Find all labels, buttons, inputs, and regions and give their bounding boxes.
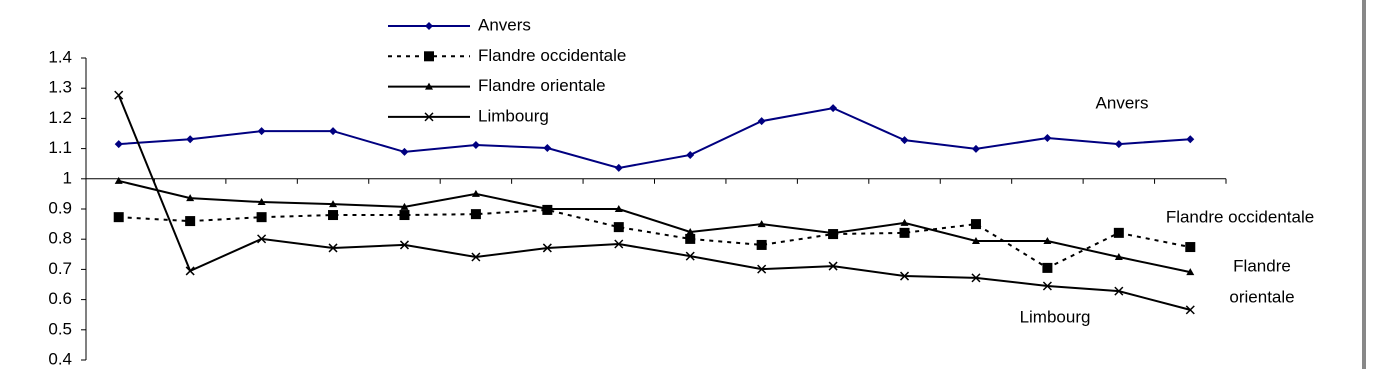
y-tick-label: 0.6	[48, 289, 72, 308]
marker	[329, 127, 338, 136]
marker	[614, 239, 624, 249]
marker	[114, 140, 123, 149]
marker	[543, 143, 552, 152]
series-line	[117, 94, 1191, 311]
series-line	[118, 208, 1191, 270]
marker	[757, 117, 766, 126]
marker	[828, 261, 838, 271]
marker	[400, 147, 409, 156]
marker	[114, 90, 124, 100]
series-line	[118, 107, 1191, 169]
marker	[685, 233, 696, 244]
y-tick-label: 0.5	[48, 319, 72, 338]
marker	[400, 202, 409, 210]
marker	[1042, 262, 1053, 273]
legend-marker	[425, 22, 433, 30]
y-tick-label: 0.8	[48, 229, 72, 248]
legend-label: Limbourg	[478, 106, 549, 125]
marker	[257, 234, 267, 244]
marker	[829, 229, 838, 237]
y-tick-label: 0.7	[48, 259, 72, 278]
legend-marker	[425, 82, 433, 90]
marker	[399, 210, 410, 221]
y-tick-label: 1	[63, 168, 72, 187]
marker	[185, 216, 196, 227]
marker	[471, 140, 480, 149]
marker	[256, 212, 267, 223]
marker	[543, 205, 552, 212]
marker	[1113, 227, 1124, 238]
marker	[186, 135, 195, 144]
legend-label: Anvers	[478, 15, 531, 34]
marker	[114, 176, 123, 184]
marker	[1185, 242, 1196, 253]
marker	[186, 194, 195, 202]
marker	[399, 240, 409, 250]
marker	[1114, 140, 1123, 149]
marker	[685, 251, 695, 261]
marker	[1185, 305, 1195, 315]
marker	[542, 243, 552, 253]
series-line	[118, 179, 1191, 274]
marker	[329, 200, 338, 208]
marker	[756, 239, 767, 250]
annotation: Flandre	[1233, 256, 1291, 275]
y-tick-label: 0.9	[48, 198, 72, 217]
marker	[971, 273, 981, 283]
marker	[1043, 134, 1052, 143]
marker	[1114, 286, 1124, 296]
y-tick-label: 1.4	[48, 47, 72, 66]
marker	[970, 219, 981, 230]
marker	[328, 243, 338, 253]
marker	[900, 136, 909, 145]
marker	[328, 210, 339, 221]
marker	[757, 264, 767, 274]
marker	[971, 144, 980, 153]
marker	[1042, 281, 1052, 291]
marker	[829, 104, 838, 113]
legend-label: Flandre orientale	[478, 76, 606, 95]
marker	[614, 205, 623, 212]
legend-label: Flandre occidentale	[478, 46, 626, 65]
marker	[257, 127, 266, 136]
marker	[971, 237, 980, 245]
marker	[900, 271, 910, 281]
annotation: Flandre occidentale	[1166, 207, 1314, 226]
marker	[1114, 253, 1123, 261]
marker	[113, 212, 124, 223]
legend-marker	[424, 112, 434, 122]
marker	[1186, 135, 1195, 144]
y-tick-label: 0.4	[48, 349, 72, 368]
y-tick-label: 1.2	[48, 108, 72, 127]
annotation: orientale	[1229, 287, 1294, 306]
marker	[900, 218, 909, 226]
marker	[471, 252, 481, 262]
marker	[757, 220, 766, 228]
y-tick-label: 1.3	[48, 78, 72, 97]
annotation: Anvers	[1096, 93, 1149, 112]
marker	[613, 222, 624, 233]
marker	[470, 209, 481, 220]
marker	[1186, 268, 1195, 276]
legend-marker	[424, 51, 434, 62]
marker	[686, 150, 695, 159]
marker	[257, 198, 266, 206]
marker	[614, 163, 623, 172]
y-tick-label: 1.1	[48, 138, 72, 157]
marker	[899, 227, 910, 238]
marker	[1043, 237, 1052, 245]
marker	[185, 266, 195, 276]
marker	[686, 227, 695, 235]
annotation: Limbourg	[1020, 307, 1091, 326]
marker	[471, 189, 480, 197]
